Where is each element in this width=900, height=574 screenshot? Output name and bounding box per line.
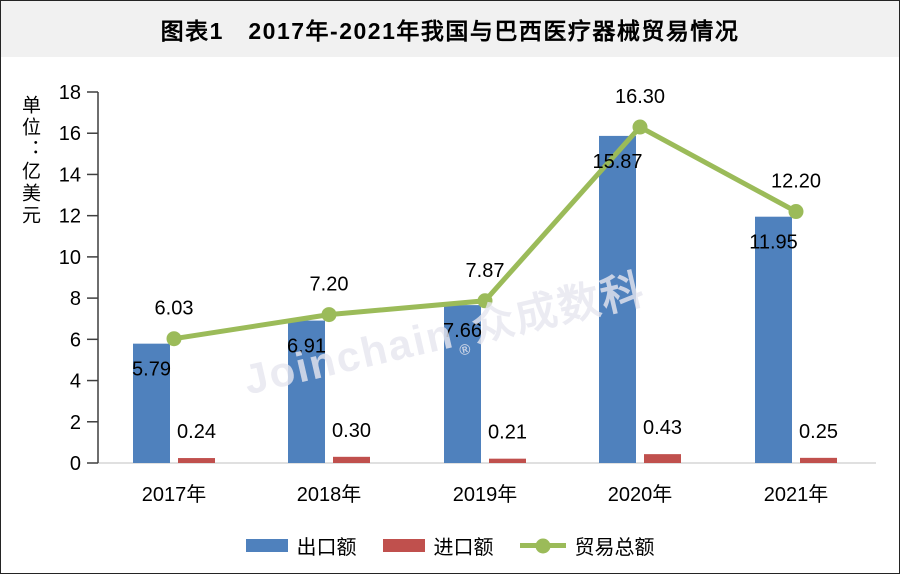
y-tick-label: 2 (70, 412, 81, 434)
y-tick-label: 12 (59, 206, 81, 228)
chart-title: 图表1 2017年-2021年我国与巴西医疗器械贸易情况 (1, 1, 899, 57)
export-bar-3 (599, 135, 636, 463)
legend-item-imports: 进口额 (382, 531, 494, 560)
line-marker-1 (321, 307, 337, 323)
legend-item-trade-total: 贸易总额 (519, 531, 655, 560)
legend-label-exports: 出口额 (296, 537, 357, 559)
x-tick-label-4: 2021年 (764, 483, 829, 506)
legend-item-exports: 出口额 (245, 531, 357, 560)
imports-swatch (382, 539, 425, 552)
y-tick-label: 0 (70, 453, 81, 475)
line-marker-0 (166, 331, 182, 347)
exports-swatch (245, 539, 288, 552)
line-marker-4 (788, 204, 804, 220)
import-value-label-4: 0.25 (799, 421, 838, 443)
export-bar-0 (133, 343, 170, 463)
import-value-label-0: 0.24 (177, 421, 216, 443)
line-value-label-0: 6.03 (155, 298, 194, 320)
export-bar-1 (288, 320, 325, 463)
export-value-label-2: 7.66 (443, 320, 482, 342)
y-tick-label: 16 (59, 123, 81, 145)
trade-total-marker-icon (535, 538, 550, 553)
export-bar-4 (755, 216, 792, 463)
export-value-label-4: 11.95 (749, 232, 798, 254)
export-value-label-0: 5.79 (132, 359, 171, 381)
y-tick-label: 6 (70, 329, 81, 351)
trade-total-line-swatch (519, 538, 566, 553)
line-value-label-3: 16.30 (615, 86, 665, 108)
import-bar-2 (489, 458, 526, 463)
x-tick-label-0: 2017年 (142, 483, 207, 506)
import-value-label-3: 0.43 (643, 417, 682, 439)
y-axis-title: 单位：亿美元 (19, 95, 40, 227)
line-value-label-1: 7.20 (310, 274, 349, 296)
export-value-label-1: 6.91 (287, 336, 326, 358)
y-tick-label: 14 (59, 164, 81, 186)
legend-label-trade-total: 贸易总额 (574, 537, 655, 559)
x-tick-label-3: 2020年 (608, 483, 673, 506)
import-bar-0 (178, 458, 215, 463)
line-value-label-4: 12.20 (771, 171, 821, 193)
import-bar-4 (800, 457, 837, 463)
line-marker-3 (632, 119, 648, 135)
line-value-label-2: 7.87 (466, 260, 505, 282)
export-value-label-3: 15.87 (592, 151, 642, 173)
export-bar-2 (444, 305, 481, 463)
legend: 出口额 进口额 贸易总额 (1, 531, 899, 560)
import-bar-3 (644, 454, 681, 463)
x-tick-label-2: 2019年 (453, 483, 518, 506)
line-marker-2 (477, 293, 493, 309)
y-tick-label: 8 (70, 288, 81, 310)
x-tick-label-1: 2018年 (297, 483, 362, 506)
legend-label-imports: 进口额 (433, 537, 494, 559)
y-tick-label: 10 (59, 247, 81, 269)
y-tick-label: 4 (70, 371, 81, 393)
import-value-label-1: 0.30 (332, 420, 371, 442)
y-tick-label: 18 (59, 82, 81, 104)
import-bar-1 (333, 456, 370, 463)
import-value-label-2: 0.21 (488, 422, 527, 444)
